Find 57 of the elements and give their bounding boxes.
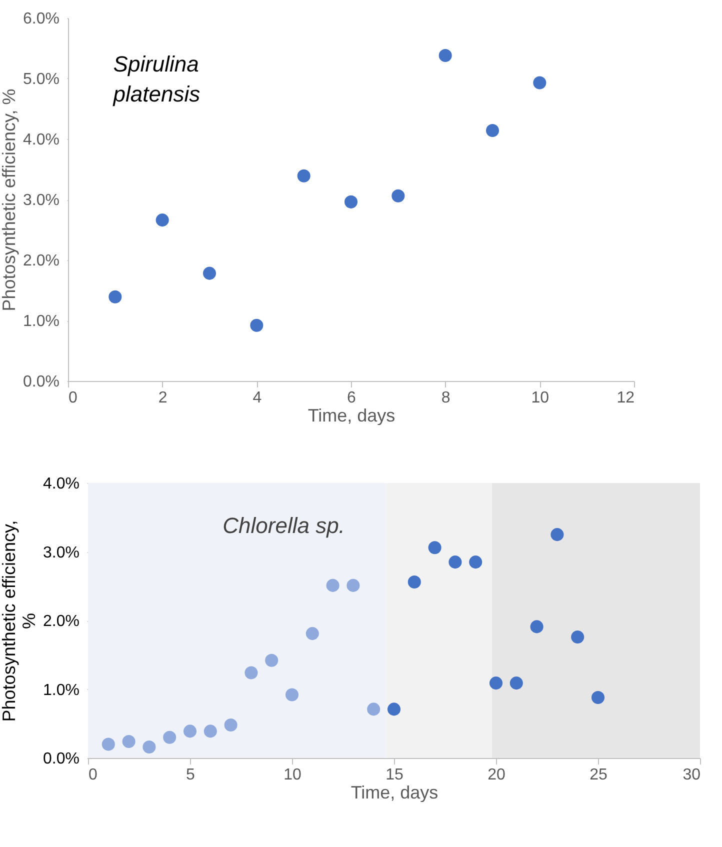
point xyxy=(122,734,136,748)
x-tick-label: 8 xyxy=(441,390,450,406)
x-tick-label: 25 xyxy=(590,766,608,784)
x-tick-label: 6 xyxy=(347,390,356,406)
point xyxy=(387,702,401,716)
y-tick-label: 4.0% xyxy=(23,132,60,148)
point xyxy=(408,575,421,589)
y-tick-label: 4.0% xyxy=(43,476,80,492)
point xyxy=(510,676,523,690)
annotation: Chlorella sp. xyxy=(222,513,345,538)
y-tick-label: 2.0% xyxy=(43,613,80,630)
x-tick-label: 10 xyxy=(284,766,302,784)
point xyxy=(204,724,217,738)
annotation: Spirulina platensis xyxy=(112,51,200,106)
point xyxy=(571,630,584,644)
x-tick-label: 30 xyxy=(682,766,701,784)
x-tick-label: 0 xyxy=(68,390,78,406)
y-axis-title: Photosynthetic efficiency, % xyxy=(0,520,40,722)
y-tick-label: 6.0% xyxy=(23,10,60,28)
x-tick-label: 20 xyxy=(488,766,506,784)
point xyxy=(428,541,442,554)
x-tick-label: 4 xyxy=(252,390,262,406)
x-tick-label: 15 xyxy=(386,766,404,784)
y-tick-label: 1.0% xyxy=(23,313,60,330)
point xyxy=(367,702,380,716)
x-tick-label: 12 xyxy=(616,390,635,406)
point xyxy=(306,627,319,640)
y-tick-label: 0.0% xyxy=(43,750,80,768)
y-tick-label: 3.0% xyxy=(23,192,60,209)
point xyxy=(265,654,278,667)
point xyxy=(163,730,176,744)
point xyxy=(244,666,258,680)
y-tick-label: 3.0% xyxy=(43,544,80,562)
point xyxy=(346,578,360,592)
point xyxy=(530,620,544,634)
y-tick-label: 1.0% xyxy=(43,682,80,699)
point xyxy=(550,528,564,542)
point xyxy=(142,740,156,754)
x-axis-title: Time, days xyxy=(308,406,396,426)
x-tick-label: 2 xyxy=(158,390,168,406)
x-tick-label: 0 xyxy=(88,766,98,784)
x-tick-label: 5 xyxy=(186,766,196,784)
point xyxy=(224,718,238,732)
x-tick-label: 10 xyxy=(531,390,550,406)
point xyxy=(469,556,482,569)
point xyxy=(448,556,462,569)
point xyxy=(183,724,197,738)
point xyxy=(591,690,605,704)
y-axis-title: Photosynthetic efficiency, % xyxy=(0,88,20,312)
y-tick-label: 2.0% xyxy=(23,252,60,270)
y-tick-label: 0.0% xyxy=(23,374,60,390)
point xyxy=(489,676,503,690)
point xyxy=(285,688,299,702)
point xyxy=(102,738,115,751)
x-axis-title: Time, days xyxy=(350,782,438,802)
point xyxy=(326,578,340,592)
y-tick-label: 5.0% xyxy=(23,71,60,88)
